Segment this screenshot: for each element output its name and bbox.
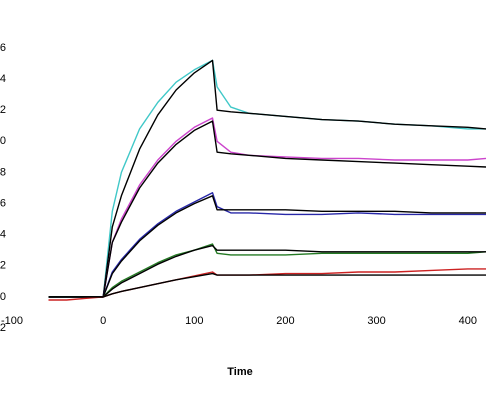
- x-tick-label: 100: [185, 315, 203, 327]
- sensorgram-line: [48, 272, 486, 298]
- x-axis-label: Time: [227, 366, 252, 378]
- sensorgram-line: [48, 244, 486, 298]
- y-tick-label: 8: [0, 166, 6, 178]
- y-tick-label: 12: [0, 104, 6, 116]
- y-tick-label: 16: [0, 42, 6, 54]
- y-tick-label: -2: [0, 322, 6, 334]
- x-tick-label: 300: [367, 315, 385, 327]
- sensorgram-line: [48, 59, 487, 298]
- x-tick-label: 0: [100, 315, 106, 327]
- y-tick-label: 4: [0, 229, 6, 241]
- sensorgram-line: [48, 195, 486, 298]
- sensorgram-line: [48, 120, 487, 298]
- y-tick-label: 0: [0, 291, 6, 303]
- sensorgram-line: [48, 59, 486, 298]
- y-tick-label: 14: [0, 73, 6, 85]
- y-tick-label: 10: [0, 135, 6, 147]
- sensorgram-line: [48, 192, 486, 298]
- x-tick-label: -100: [1, 315, 23, 327]
- y-tick-label: 6: [0, 197, 6, 209]
- y-tick-label: 2: [0, 260, 6, 272]
- x-tick-label: 200: [276, 315, 294, 327]
- x-tick-label: 400: [459, 315, 477, 327]
- sensorgram-line: [48, 268, 486, 301]
